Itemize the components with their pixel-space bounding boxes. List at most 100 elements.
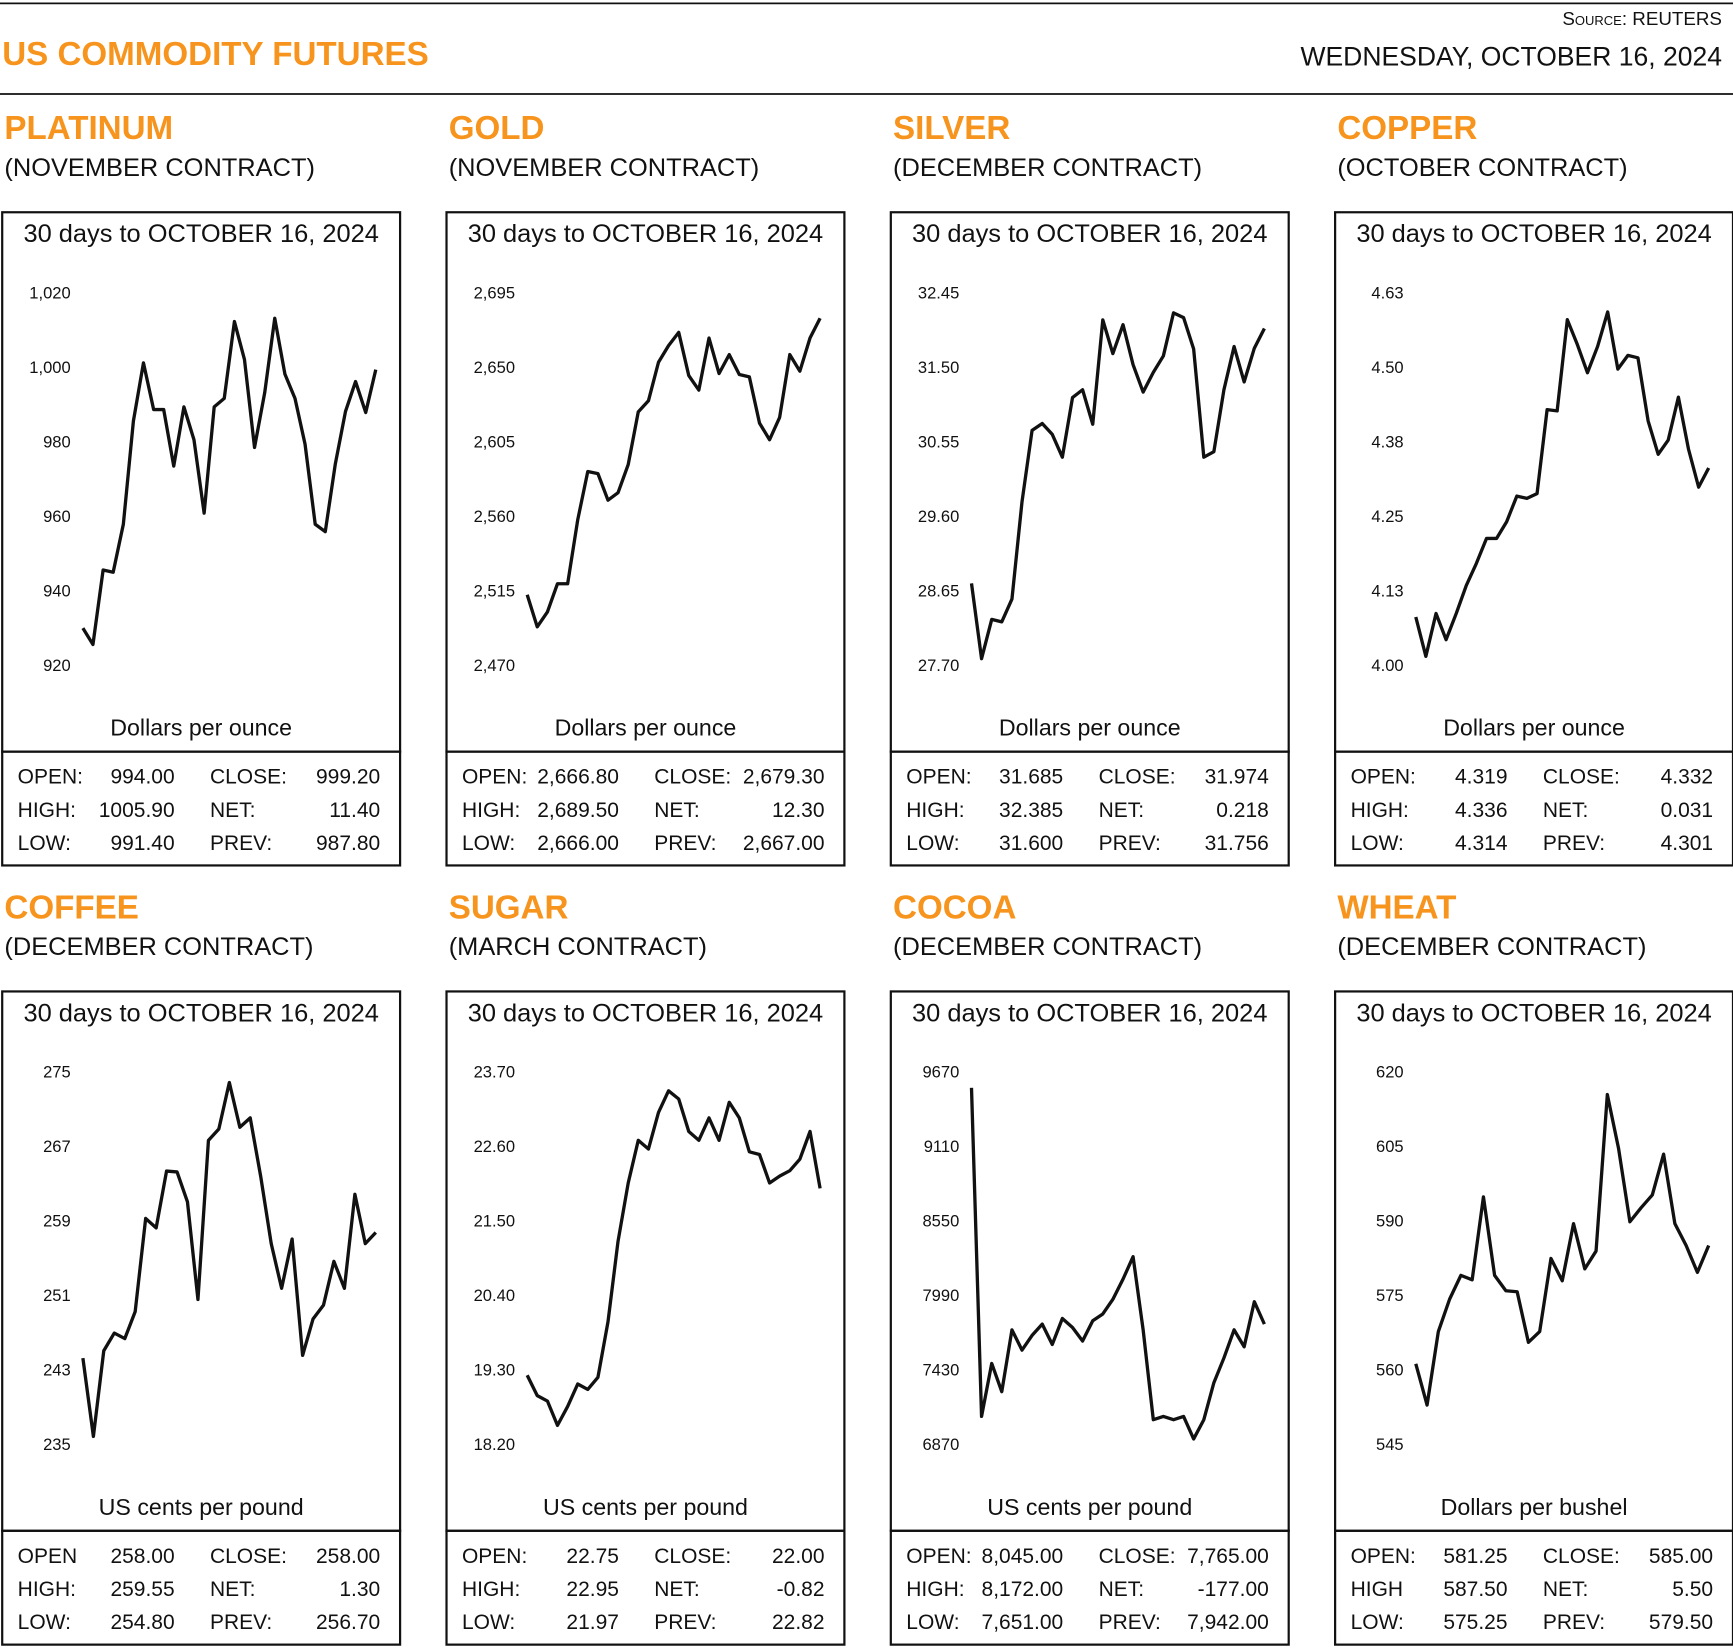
stat-label: OPEN: <box>18 766 83 789</box>
stat-label: CLOSE: <box>1099 766 1176 789</box>
chart-title: 30 days to OCTOBER 16, 2024 <box>912 220 1267 248</box>
stat-label: LOW: <box>18 1611 71 1634</box>
stat-value: 31.600 <box>999 832 1063 855</box>
stat-value: 256.70 <box>316 1611 380 1634</box>
y-tick-label: 2,650 <box>474 358 515 377</box>
y-tick-label: 620 <box>1376 1063 1404 1082</box>
page-title: US COMMODITY FUTURES <box>2 36 429 73</box>
stat-value: 258.00 <box>110 1545 174 1568</box>
y-axis-label: US cents per pound <box>543 1494 748 1520</box>
y-tick-label: 18.20 <box>474 1435 515 1454</box>
price-line <box>969 311 1266 661</box>
stat-label: OPEN: <box>462 1545 527 1568</box>
stat-label: PREV: <box>654 1611 716 1634</box>
stat-value: 994.00 <box>110 766 174 789</box>
y-tick-label: 29.60 <box>918 507 959 526</box>
y-tick-label: 2,560 <box>474 507 515 526</box>
price-line <box>1414 310 1711 658</box>
stat-value: 4.336 <box>1455 799 1508 822</box>
stat-value: 7,942.00 <box>1187 1611 1269 1634</box>
stat-value: 579.50 <box>1649 1611 1713 1634</box>
y-tick-label: 9670 <box>922 1063 959 1082</box>
y-tick-label: 259 <box>43 1212 71 1231</box>
stat-value: 259.55 <box>110 1578 174 1601</box>
stat-label: CLOSE: <box>1543 1545 1620 1568</box>
y-tick-label: 4.00 <box>1371 656 1403 675</box>
commodity-title: SILVER <box>893 110 1010 147</box>
stat-label: HIGH: <box>906 799 964 822</box>
stat-label: LOW: <box>462 1611 515 1634</box>
stats-frame <box>445 750 846 867</box>
y-tick-label: 9110 <box>924 1137 960 1156</box>
commodity-title: GOLD <box>449 110 545 147</box>
stat-label: CLOSE: <box>1099 1545 1176 1568</box>
stat-label: HIGH: <box>462 799 520 822</box>
y-tick-label: 251 <box>43 1286 71 1305</box>
stat-label: PREV: <box>1099 832 1161 855</box>
stat-label: HIGH: <box>906 1578 964 1601</box>
y-tick-label: 590 <box>1376 1212 1404 1231</box>
y-tick-label: 1,020 <box>29 283 70 302</box>
stat-label: OPEN: <box>462 766 527 789</box>
y-tick-label: 560 <box>1376 1361 1404 1380</box>
price-line <box>969 1087 1266 1441</box>
stat-label: OPEN: <box>1351 1545 1416 1568</box>
y-axis-label: Dollars per ounce <box>110 715 292 741</box>
chart-title: 30 days to OCTOBER 16, 2024 <box>912 999 1267 1027</box>
stat-value: 1.30 <box>339 1578 380 1601</box>
y-tick-label: 6870 <box>922 1435 959 1454</box>
stat-label: NET: <box>210 799 255 822</box>
stat-label: LOW: <box>18 832 71 855</box>
y-tick-label: 1,000 <box>29 358 70 377</box>
price-line <box>525 1089 822 1428</box>
stat-value: 22.00 <box>772 1545 825 1568</box>
stat-label: HIGH: <box>18 799 76 822</box>
date: WEDNESDAY, OCTOBER 16, 2024 <box>1300 42 1721 72</box>
stat-label: NET: <box>654 799 699 822</box>
stat-value: 22.82 <box>772 1611 825 1634</box>
y-tick-label: 575 <box>1376 1286 1404 1305</box>
y-tick-label: 2,470 <box>474 656 515 675</box>
price-line <box>525 317 822 629</box>
stat-value: 7,651.00 <box>982 1611 1064 1634</box>
stat-label: LOW: <box>906 1611 959 1634</box>
stats-frame <box>889 750 1290 867</box>
stat-value: 4.301 <box>1661 832 1714 855</box>
y-tick-label: 980 <box>43 432 71 451</box>
y-axis-label: Dollars per bushel <box>1441 1494 1628 1520</box>
chart-title: 30 days to OCTOBER 16, 2024 <box>1356 220 1711 248</box>
stats-frame <box>1 1529 402 1646</box>
stat-value: 585.00 <box>1649 1545 1713 1568</box>
stat-value: 2,666.00 <box>537 832 619 855</box>
stat-value: 4.319 <box>1455 766 1508 789</box>
stat-value: 21.97 <box>566 1611 619 1634</box>
stat-value: 31.685 <box>999 766 1063 789</box>
stat-value: 258.00 <box>316 1545 380 1568</box>
y-axis-label: Dollars per ounce <box>999 715 1181 741</box>
stat-label: PREV: <box>210 832 272 855</box>
contract-subtitle: (DECEMBER CONTRACT) <box>893 933 1202 961</box>
stat-label: OPEN: <box>1351 766 1416 789</box>
y-axis-label: US cents per pound <box>987 1494 1192 1520</box>
stat-label: PREV: <box>210 1611 272 1634</box>
stat-value: 254.80 <box>110 1611 174 1634</box>
y-tick-label: 20.40 <box>474 1286 515 1305</box>
chart-title: 30 days to OCTOBER 16, 2024 <box>23 999 378 1027</box>
stat-label: HIGH: <box>18 1578 76 1601</box>
stat-label: CLOSE: <box>210 766 287 789</box>
y-tick-label: 267 <box>43 1137 71 1156</box>
stat-label: LOW: <box>462 832 515 855</box>
stats-frame <box>1 750 402 867</box>
contract-subtitle: (OCTOBER CONTRACT) <box>1337 154 1627 182</box>
stat-value: 2,679.30 <box>743 766 825 789</box>
commodity-title: SUGAR <box>449 889 569 926</box>
y-tick-label: 275 <box>43 1063 71 1082</box>
stat-label: NET: <box>1099 799 1144 822</box>
contract-subtitle: (NOVEMBER CONTRACT) <box>4 154 315 182</box>
y-tick-label: 19.30 <box>474 1361 515 1380</box>
y-tick-label: 2,605 <box>474 432 515 451</box>
stat-label: NET: <box>654 1578 699 1601</box>
chart-title: 30 days to OCTOBER 16, 2024 <box>1356 999 1711 1027</box>
y-tick-label: 2,515 <box>474 581 515 600</box>
